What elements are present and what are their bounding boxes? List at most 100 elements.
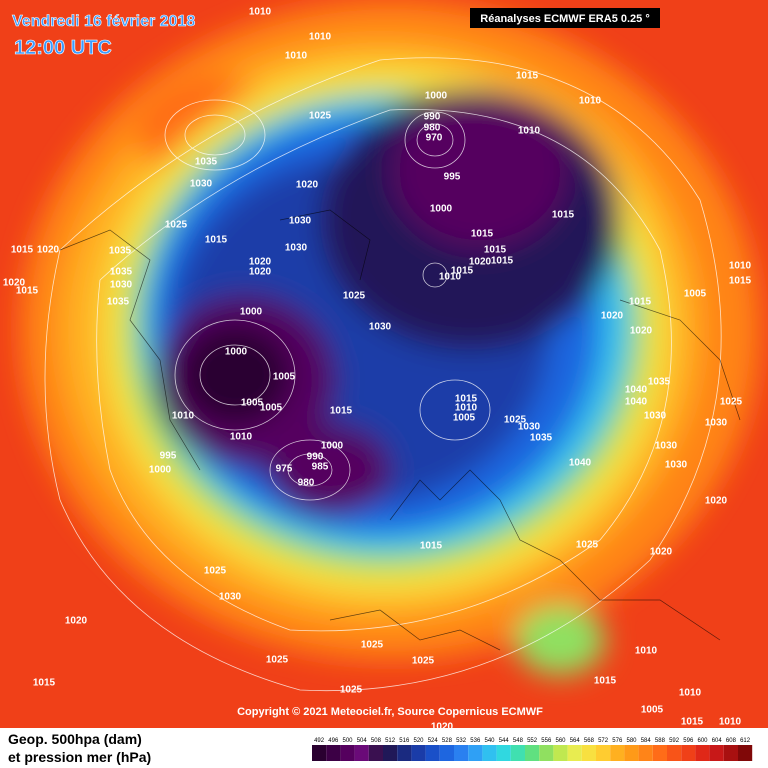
isobar-label: 985 (312, 462, 329, 473)
legend-swatch (439, 745, 454, 761)
legend-value: 560 (555, 738, 566, 744)
isobar-label: 1010 (439, 272, 462, 283)
isobar-label: 1030 (369, 322, 392, 333)
legend-value: 580 (626, 738, 637, 744)
isobar-label: 1025 (412, 656, 435, 667)
legend-value: 612 (740, 738, 751, 744)
legend-swatch (525, 745, 540, 761)
isobar-label: 1025 (340, 685, 363, 696)
legend-value: 524 (428, 738, 439, 744)
legend-swatch (411, 745, 426, 761)
legend-value: 572 (598, 738, 609, 744)
isobar-label: 1010 (579, 96, 602, 107)
legend-value: 500 (342, 738, 353, 744)
isobar-label: 1015 (594, 676, 617, 687)
legend-swatch (496, 745, 511, 761)
legend-value: 588 (655, 738, 666, 744)
isobar-label: 1030 (518, 422, 541, 433)
isobar-label: 1025 (504, 415, 527, 426)
isobar-label: 1035 (109, 246, 132, 257)
isobar-label: 1015 (205, 235, 228, 246)
isobar-label: 975 (276, 464, 293, 475)
isobar-label: 1040 (625, 397, 648, 408)
isobar-label: 995 (160, 451, 177, 462)
isobar-label: 1025 (576, 540, 599, 551)
legend-value: 592 (669, 738, 680, 744)
copyright: Copyright © 2021 Meteociel.fr, Source Co… (237, 706, 543, 718)
legend-value: 568 (584, 738, 595, 744)
isobar-label: 1025 (343, 291, 366, 302)
legend-swatch (581, 745, 596, 761)
legend-swatch (567, 745, 582, 761)
source: Réanalyses ECMWF ERA5 0.25 ° (480, 13, 649, 25)
isobar-label: 1010 (719, 717, 742, 728)
isobar-label: 1025 (204, 566, 227, 577)
legend-value: 544 (499, 738, 510, 744)
isobar-label: 1035 (195, 157, 218, 168)
date: Vendredi 16 février 2018 (12, 13, 195, 30)
isobar-label: 1015 (516, 71, 539, 82)
legend-value: 516 (399, 738, 410, 744)
isobar-label: 1015 (629, 297, 652, 308)
legend-value: 520 (413, 738, 424, 744)
isobar-label: 1035 (530, 433, 553, 444)
legend-swatch (368, 745, 383, 761)
legend-value: 528 (442, 738, 453, 744)
isobar-label: 1020 (249, 267, 272, 278)
isobar-label: 1015 (330, 406, 353, 417)
isobar-label: 1015 (11, 245, 34, 256)
isobar-label: 1010 (679, 688, 702, 699)
isobar-label: 1005 (684, 289, 707, 300)
isobar-label: 1010 (729, 261, 752, 272)
legend-value: 536 (470, 738, 481, 744)
legend-value: 496 (328, 738, 339, 744)
isobar-label: 1020 (630, 326, 653, 337)
isobar-label: 1020 (705, 496, 728, 507)
legend-value: 504 (357, 738, 368, 744)
legend-swatch (482, 745, 497, 761)
isobar-label: 1025 (720, 397, 743, 408)
isobar-label: 1020 (249, 257, 272, 268)
isobar-label: 1015 (420, 541, 443, 552)
isobar-label: 1020 (469, 257, 492, 268)
isobar-label: 1010 (285, 51, 308, 62)
isobar-label: 1005 (273, 372, 296, 383)
source-box (470, 8, 660, 28)
isobar-label: 1030 (705, 418, 728, 429)
legend-value: 532 (456, 738, 467, 744)
isobar-label: 1025 (165, 220, 188, 231)
legend-value: 492 (314, 738, 325, 744)
legend-swatch (454, 745, 469, 761)
isobar-label: 980 (424, 123, 441, 134)
isobar-label: 1030 (190, 179, 213, 190)
legend-value: 604 (712, 738, 723, 744)
isobar-label: 1000 (321, 441, 344, 452)
isobar-label: 1040 (625, 385, 648, 396)
isobar-label: 1035 (107, 297, 130, 308)
isobar-label: 995 (444, 172, 461, 183)
isobar-label: 1020 (650, 547, 673, 558)
isobar-label: 1025 (266, 655, 289, 666)
isobar-label: 1015 (33, 678, 56, 689)
legend-value: 600 (697, 738, 708, 744)
legend-swatch (681, 745, 696, 761)
isobar-label: 1010 (635, 646, 658, 657)
isobar-label: 1005 (453, 413, 476, 424)
coastlines (59, 209, 741, 651)
legend-value: 584 (641, 738, 652, 744)
time: 12:00 UTC (14, 37, 112, 59)
legend-value: 596 (683, 738, 694, 744)
isobar-label: 1015 (484, 245, 507, 256)
legend-swatch (695, 745, 710, 761)
legend-value: 608 (726, 738, 737, 744)
legend-swatch (425, 745, 440, 761)
isobar-label: 1025 (309, 111, 332, 122)
legend-swatch (510, 745, 525, 761)
legend-line2: et pression mer (hPa) (8, 749, 151, 765)
isobars (44, 57, 722, 692)
isobar-label: 1020 (601, 311, 624, 322)
isobar-label: 1030 (665, 460, 688, 471)
isobar-label: 990 (424, 112, 441, 123)
